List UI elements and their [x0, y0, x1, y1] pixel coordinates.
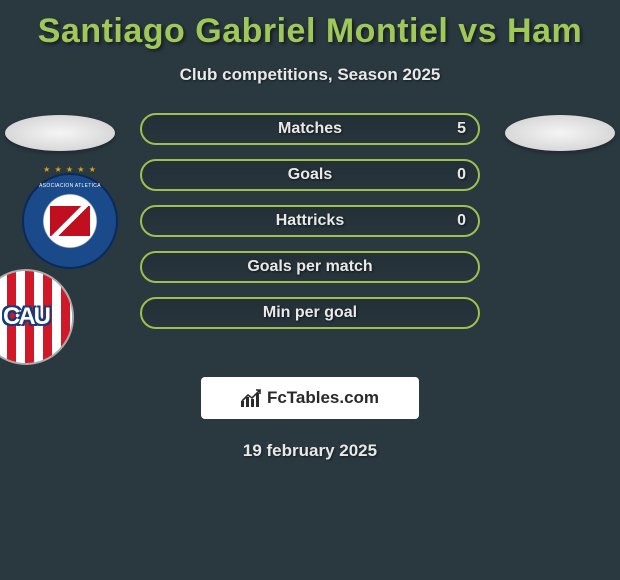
stat-rows: Matches 5 Goals 0 Hattricks 0 Goals per … [140, 113, 480, 343]
badge-stars-icon: ★ ★ ★ ★ ★ [24, 165, 116, 174]
stat-label: Min per goal [263, 304, 357, 322]
comparison-area: ★ ★ ★ ★ ★ ASOCIACION ATLETICA CAU Matche… [0, 113, 620, 373]
stat-right-value: 0 [457, 212, 466, 230]
stat-label: Hattricks [276, 212, 344, 230]
badge-letters: CAU [3, 303, 49, 331]
stat-right-value: 0 [457, 166, 466, 184]
chart-icon [241, 389, 263, 407]
badge-flag-icon [50, 206, 90, 236]
branding-text: FcTables.com [267, 388, 379, 408]
player-right-placeholder [505, 115, 615, 151]
stat-row-hattricks: Hattricks 0 [140, 205, 480, 237]
date-text: 19 february 2025 [0, 441, 620, 461]
stat-row-goals: Goals 0 [140, 159, 480, 191]
stat-right-value: 5 [457, 120, 466, 138]
club-badge-left: ★ ★ ★ ★ ★ ASOCIACION ATLETICA [22, 173, 118, 269]
stat-label: Matches [278, 120, 342, 138]
page-title: Santiago Gabriel Montiel vs Ham [0, 0, 620, 51]
stat-row-matches: Matches 5 [140, 113, 480, 145]
badge-ring-text: ASOCIACION ATLETICA [24, 183, 116, 189]
player-left-placeholder [5, 115, 115, 151]
subtitle: Club competitions, Season 2025 [0, 65, 620, 85]
stat-row-gpm: Goals per match [140, 251, 480, 283]
club-badge-right: CAU [0, 269, 74, 365]
stat-label: Goals per match [247, 258, 372, 276]
stat-label: Goals [288, 166, 332, 184]
branding-box: FcTables.com [201, 377, 419, 419]
stat-row-mpg: Min per goal [140, 297, 480, 329]
